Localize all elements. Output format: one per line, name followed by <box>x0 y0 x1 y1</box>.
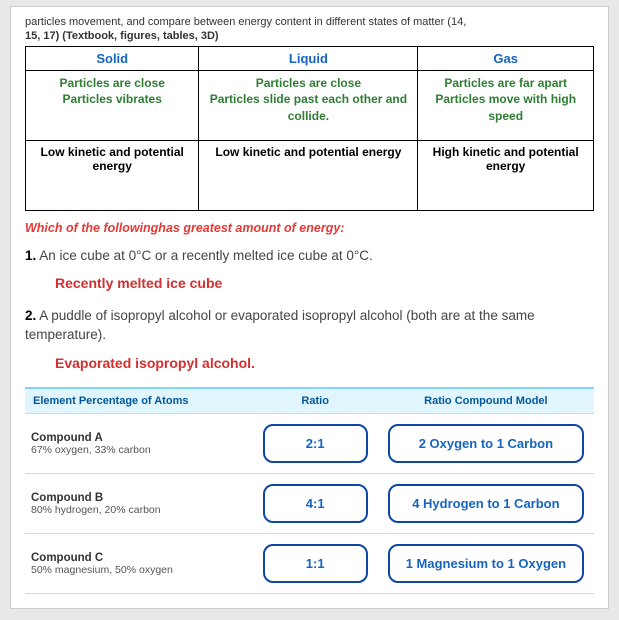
table-row: Compound A 67% oxygen, 33% carbon 2:1 2 … <box>25 414 594 474</box>
states-cell: Particles are closeParticles slide past … <box>199 70 418 140</box>
intro-text: particles movement, and compare between … <box>25 15 594 44</box>
ratio-pill: 1:1 <box>263 544 368 583</box>
q1-text: An ice cube at 0°C or a recently melted … <box>39 248 372 263</box>
states-cell: High kinetic and potential energy <box>418 140 594 210</box>
model-pill: 1 Magnesium to 1 Oxygen <box>388 544 584 583</box>
compound-name: Compound A <box>31 432 247 444</box>
question-2: 2. A puddle of isopropyl alcohol or evap… <box>25 307 594 345</box>
ctable-header-element: Element Percentage of Atoms <box>25 387 253 414</box>
states-cell: Low kinetic and potential energy <box>199 140 418 210</box>
table-row: Compound B 80% hydrogen, 20% carbon 4:1 … <box>25 474 594 534</box>
ctable-header-ratio: Ratio <box>253 387 378 414</box>
states-header-gas: Gas <box>418 46 594 70</box>
ratio-pill: 4:1 <box>263 484 368 523</box>
states-cell: Particles are far apartParticles move wi… <box>418 70 594 140</box>
question-1: 1. An ice cube at 0°C or a recently melt… <box>25 247 594 266</box>
model-pill: 2 Oxygen to 1 Carbon <box>388 424 584 463</box>
q1-number: 1. <box>25 248 36 263</box>
energy-prompt: Which of the followinghas greatest amoun… <box>25 221 594 235</box>
compound-name: Compound C <box>31 552 247 564</box>
states-header-liquid: Liquid <box>199 46 418 70</box>
compound-desc: 50% magnesium, 50% oxygen <box>31 564 247 576</box>
q1-answer: Recently melted ice cube <box>55 275 594 291</box>
intro-line2: 15, 17) (Textbook, figures, tables, 3D) <box>25 30 219 42</box>
table-row: Compound C 50% magnesium, 50% oxygen 1:1… <box>25 534 594 594</box>
ratio-pill: 2:1 <box>263 424 368 463</box>
q2-number: 2. <box>25 308 36 323</box>
states-cell: Low kinetic and potential energy <box>26 140 199 210</box>
q2-text: A puddle of isopropyl alcohol or evapora… <box>25 308 535 342</box>
compound-table: Element Percentage of Atoms Ratio Ratio … <box>25 387 594 594</box>
q2-answer: Evaporated isopropyl alcohol. <box>55 355 594 371</box>
model-pill: 4 Hydrogen to 1 Carbon <box>388 484 584 523</box>
compound-name: Compound B <box>31 492 247 504</box>
states-of-matter-table: Solid Liquid Gas Particles are closePart… <box>25 46 594 211</box>
ctable-header-model: Ratio Compound Model <box>378 387 594 414</box>
compound-desc: 80% hydrogen, 20% carbon <box>31 504 247 516</box>
states-cell: Particles are closeParticles vibrates <box>26 70 199 140</box>
intro-line1: particles movement, and compare between … <box>25 16 466 28</box>
states-header-solid: Solid <box>26 46 199 70</box>
compound-desc: 67% oxygen, 33% carbon <box>31 444 247 456</box>
